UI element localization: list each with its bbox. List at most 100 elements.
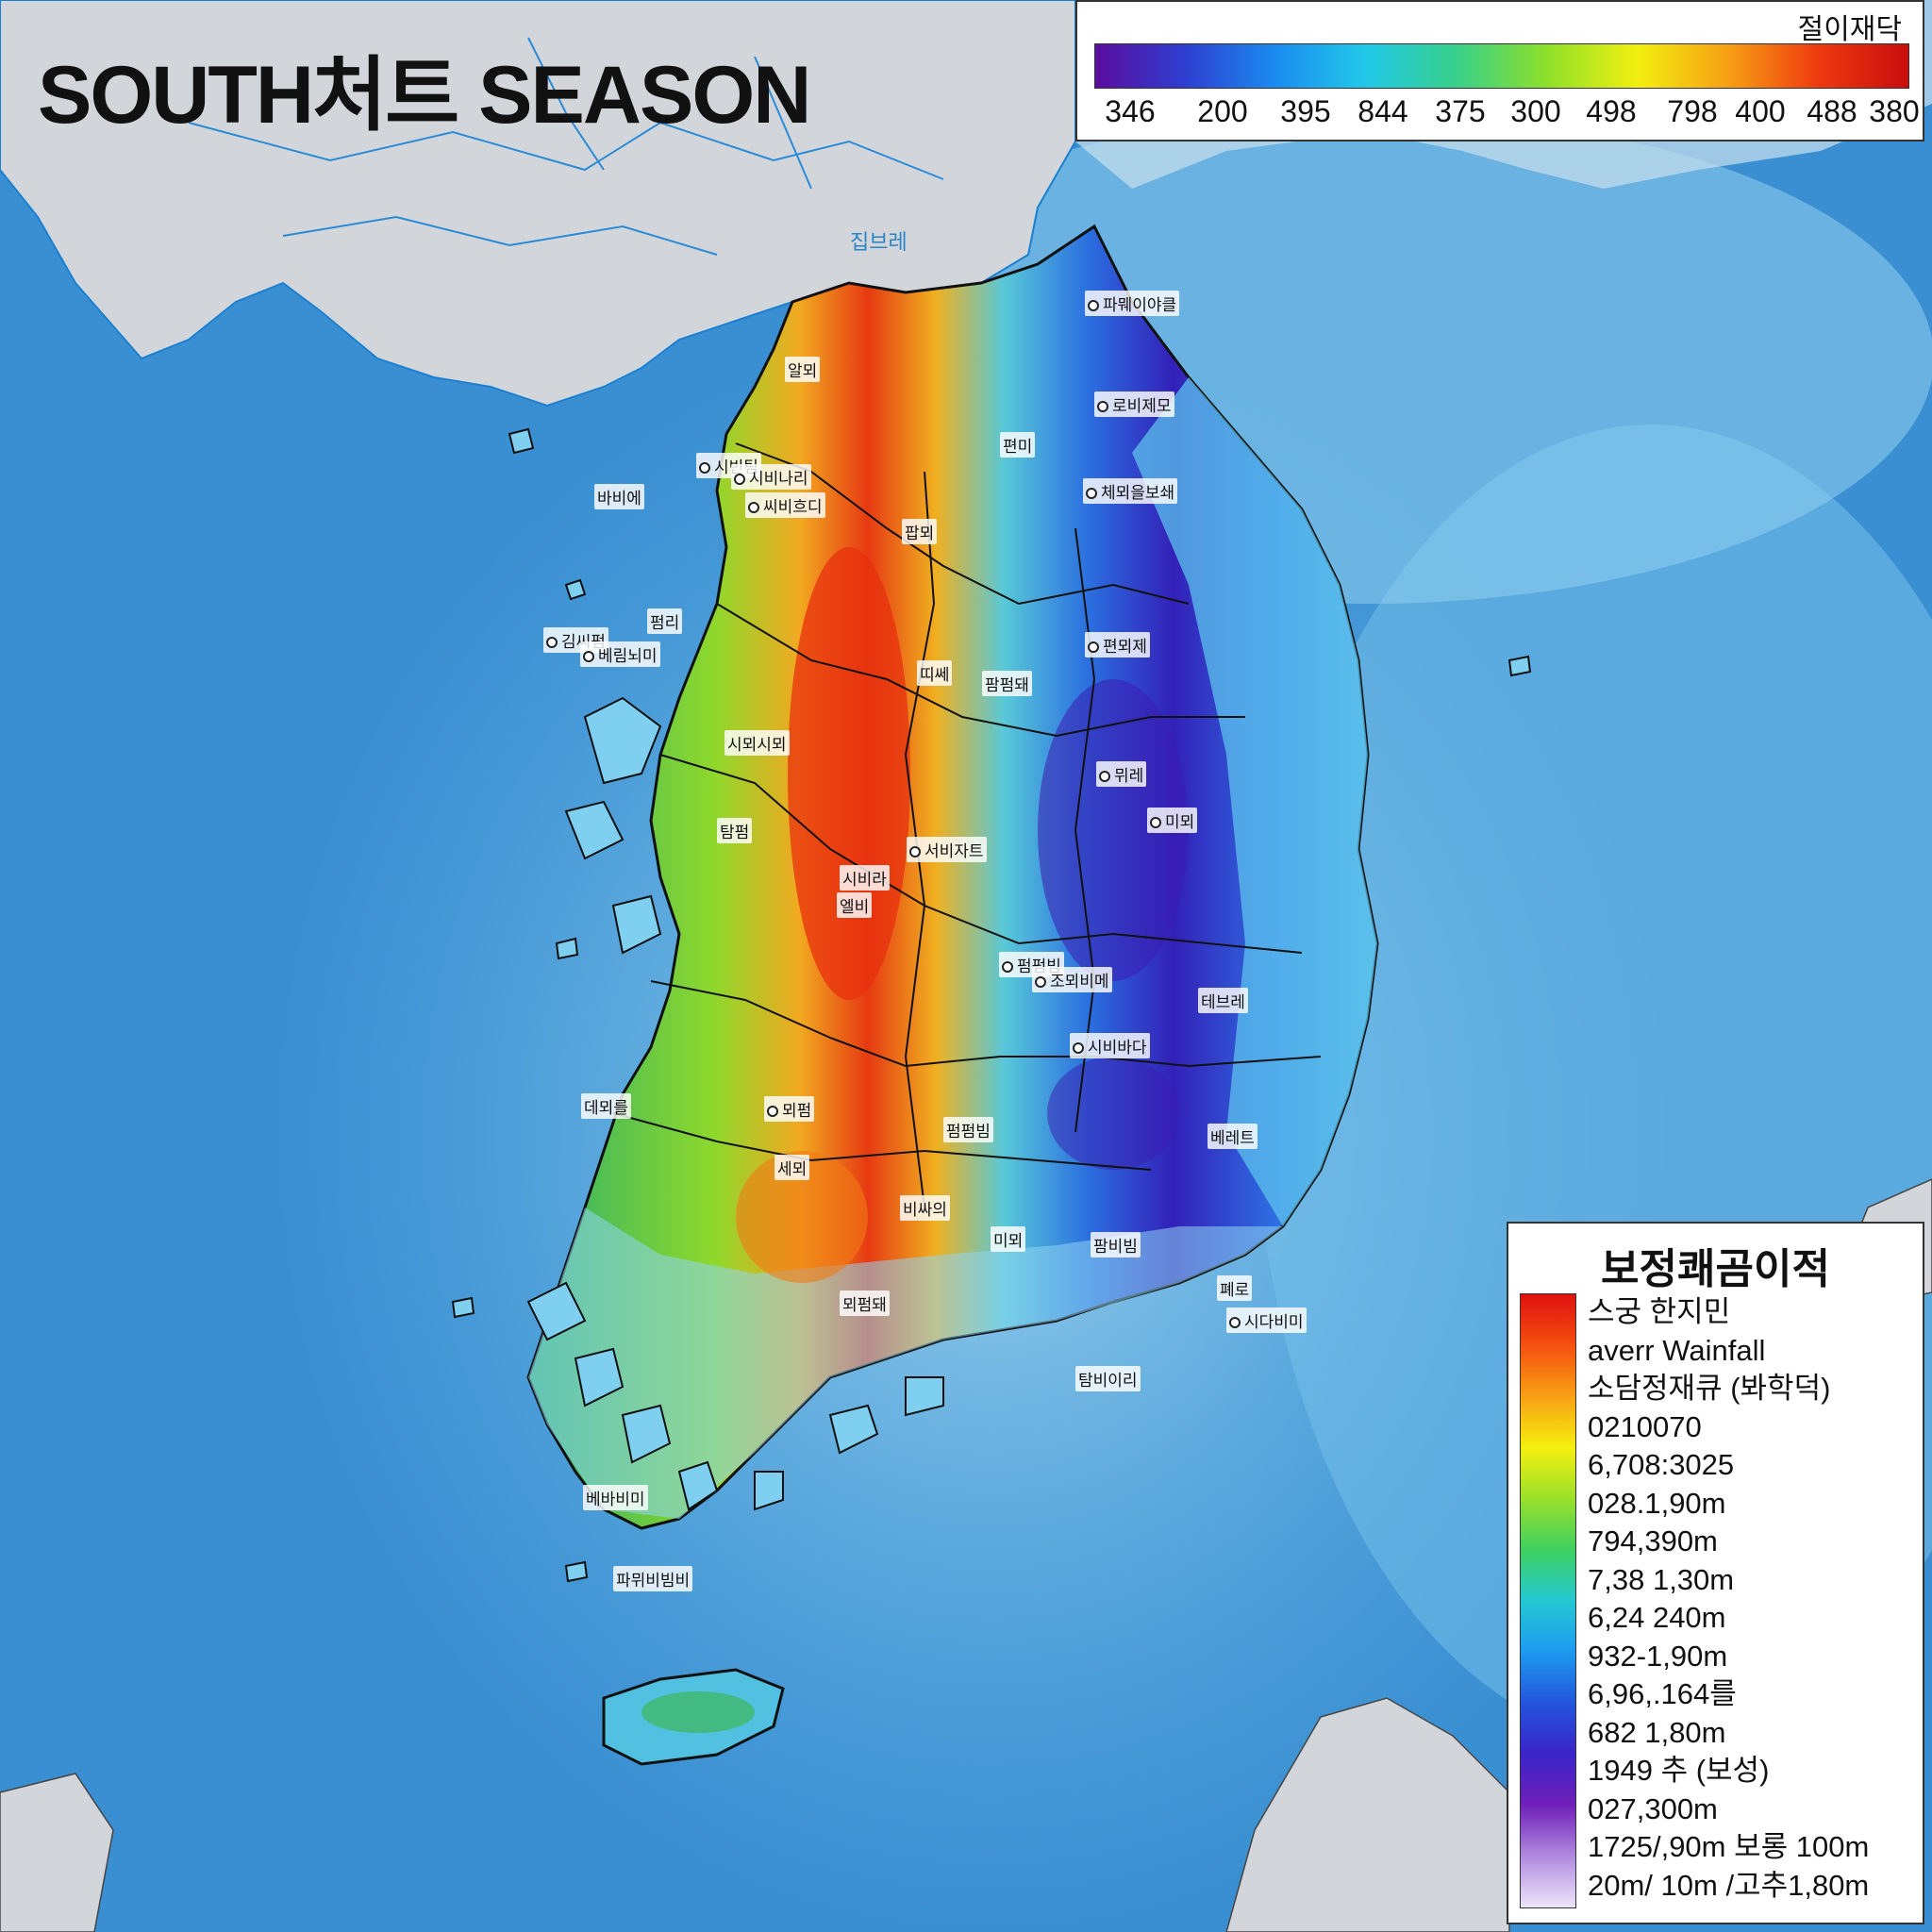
place-label: 탐펌 bbox=[717, 818, 753, 843]
place-label: 알뫼 bbox=[785, 357, 821, 382]
place-name: 씨비흐디 bbox=[763, 498, 823, 517]
place-name: 펌펌빔 bbox=[946, 1123, 991, 1141]
place-name: 시비라 bbox=[842, 871, 887, 890]
place-name: 비싸의 bbox=[903, 1201, 947, 1220]
place-name: 띠쎄 bbox=[920, 666, 950, 685]
place-label: 파뭬이야클 bbox=[1085, 291, 1180, 316]
scale-tick: 395 bbox=[1280, 94, 1331, 128]
place-label: 펌리 bbox=[647, 608, 683, 634]
place-name: 팝뫼 bbox=[905, 525, 935, 543]
place-label: 시뫼시뫼 bbox=[724, 730, 790, 756]
scale-tick: 488 bbox=[1807, 94, 1857, 128]
place-name: 시다비미 bbox=[1244, 1313, 1304, 1332]
landmass bbox=[0, 1773, 114, 1932]
legend-item: 6,96,.164를 bbox=[1588, 1677, 1737, 1710]
scale-tick: 400 bbox=[1735, 94, 1786, 128]
place-name: 시뫼시뫼 bbox=[727, 736, 787, 755]
place-label: 테브레 bbox=[1198, 988, 1248, 1013]
legend-item: 6,24 240m bbox=[1588, 1601, 1726, 1634]
legend-item: 027,300m bbox=[1588, 1791, 1718, 1825]
city-marker-icon bbox=[1088, 641, 1099, 653]
legend-item: 소담정재큐 (봐학덕) bbox=[1588, 1372, 1831, 1405]
scale-tick: 844 bbox=[1357, 94, 1408, 128]
place-label: 엘비 bbox=[837, 892, 873, 918]
place-label: 비싸의 bbox=[900, 1195, 950, 1221]
place-name: 엘비 bbox=[840, 898, 870, 917]
place-name: 뫼펌돼 bbox=[842, 1296, 887, 1315]
city-marker-icon bbox=[1150, 817, 1161, 828]
place-label: 파뮈비빔비 bbox=[613, 1566, 693, 1591]
place-label: 뫼펌 bbox=[764, 1096, 815, 1122]
legend-item: 20m/ 10m /고추1,80m bbox=[1588, 1868, 1870, 1902]
northern-landmass bbox=[0, 0, 1076, 408]
legend-item: 682 1,80m bbox=[1588, 1715, 1726, 1749]
island bbox=[451, 427, 1532, 1583]
place-label: 띠쎄 bbox=[917, 660, 953, 686]
place-label: 바비에 bbox=[594, 484, 644, 509]
rainfall-core bbox=[1038, 679, 1189, 981]
place-label: 시다비미 bbox=[1226, 1307, 1307, 1333]
place-label: 편뫼제 bbox=[1085, 632, 1150, 658]
place-label: 미뫼 bbox=[1147, 808, 1198, 833]
place-label: 뫼펌돼 bbox=[840, 1291, 890, 1316]
legend-title: 보정쾌곰이적 bbox=[1601, 1246, 1830, 1292]
color-scale-bar bbox=[1094, 43, 1909, 89]
scale-tick: 380 bbox=[1869, 94, 1920, 128]
place-label: 팜펌돼 bbox=[982, 671, 1032, 696]
place-name: 서비자트 bbox=[924, 842, 984, 861]
legend-item: 0210070 bbox=[1588, 1409, 1702, 1443]
place-name: 베바비미 bbox=[586, 1491, 645, 1509]
legend-item: 028.1,90m bbox=[1588, 1486, 1726, 1520]
rainfall-core bbox=[736, 1151, 868, 1283]
place-name: 베림뇌미 bbox=[598, 647, 658, 666]
province-border bbox=[188, 37, 944, 256]
place-name: 탐비이리 bbox=[1078, 1372, 1138, 1391]
place-name: 테브레 bbox=[1201, 993, 1245, 1012]
scale-tick: 300 bbox=[1510, 94, 1561, 128]
place-name: 팜펌돼 bbox=[985, 676, 1029, 695]
place-label: 로비제모 bbox=[1094, 391, 1174, 417]
color-scale-title: 절이재닥 bbox=[1797, 14, 1902, 45]
city-marker-icon bbox=[1002, 961, 1013, 973]
place-label: 베바비미 bbox=[583, 1485, 648, 1510]
scale-tick: 798 bbox=[1667, 94, 1718, 128]
legend-item: 1725/,90m 보롱 100m bbox=[1588, 1830, 1870, 1863]
city-marker-icon bbox=[1073, 1042, 1084, 1054]
place-name: 미뫼 bbox=[1165, 813, 1195, 832]
place-label: 씨비흐디 bbox=[745, 492, 825, 518]
city-marker-icon bbox=[734, 474, 745, 485]
legend-item: 1949 추 (보성) bbox=[1588, 1754, 1770, 1787]
place-label: 베림뇌미 bbox=[580, 641, 660, 667]
place-name: 로비제모 bbox=[1112, 397, 1172, 416]
place-name: 베레트 bbox=[1210, 1129, 1255, 1148]
rainfall-core bbox=[788, 547, 910, 1000]
city-marker-icon bbox=[1035, 976, 1046, 988]
place-label: 집브레 bbox=[847, 225, 910, 257]
place-label: 시비바다 bbox=[1070, 1033, 1150, 1058]
legend: 보정쾌곰이적 스궁 한지민 averr Wainfall 소담정재큐 (봐학덕)… bbox=[1507, 1222, 1924, 1924]
place-label: 데뫼를 bbox=[581, 1093, 631, 1119]
city-marker-icon bbox=[1088, 300, 1099, 311]
color-scale-ticks: 346 200 395 844 375 300 498 798 400 488 … bbox=[1077, 94, 1926, 132]
city-marker-icon bbox=[1097, 401, 1108, 412]
place-name: 뫼펌 bbox=[782, 1102, 812, 1121]
place-name: 펌리 bbox=[650, 614, 680, 633]
place-name: 알뫼 bbox=[788, 362, 818, 381]
city-marker-icon bbox=[546, 637, 558, 648]
scale-tick: 498 bbox=[1586, 94, 1637, 128]
place-label: 뮈레 bbox=[1096, 761, 1147, 787]
city-marker-icon bbox=[1229, 1317, 1241, 1328]
place-name: 폐로 bbox=[1220, 1281, 1250, 1300]
city-marker-icon bbox=[583, 651, 594, 662]
place-label: 편미 bbox=[1000, 432, 1036, 458]
place-name: 체뫼을보쇄 bbox=[1101, 484, 1175, 503]
province-border bbox=[612, 442, 1322, 1208]
scale-tick: 346 bbox=[1105, 94, 1156, 128]
scale-tick: 375 bbox=[1435, 94, 1486, 128]
legend-color-bar bbox=[1520, 1293, 1576, 1908]
legend-item: 6,708:3025 bbox=[1588, 1448, 1735, 1481]
scale-tick: 200 bbox=[1197, 94, 1248, 128]
place-label: 팝뫼 bbox=[902, 519, 938, 544]
color-scale: 절이재닥 346 200 395 844 375 300 498 798 400… bbox=[1075, 0, 1924, 142]
